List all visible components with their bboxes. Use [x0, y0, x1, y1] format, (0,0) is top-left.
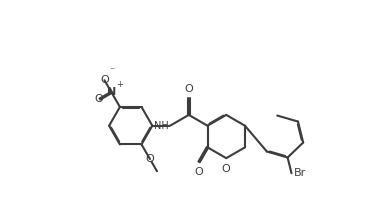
- Text: ⁻: ⁻: [109, 67, 114, 77]
- Text: O: O: [222, 164, 231, 173]
- Text: O: O: [95, 94, 104, 104]
- Text: Br: Br: [294, 168, 306, 178]
- Text: +: +: [116, 80, 123, 89]
- Text: O: O: [100, 75, 109, 85]
- Text: O: O: [146, 154, 154, 164]
- Text: O: O: [195, 167, 203, 177]
- Text: N: N: [107, 87, 116, 97]
- Text: O: O: [184, 84, 193, 94]
- Text: NH: NH: [154, 121, 169, 131]
